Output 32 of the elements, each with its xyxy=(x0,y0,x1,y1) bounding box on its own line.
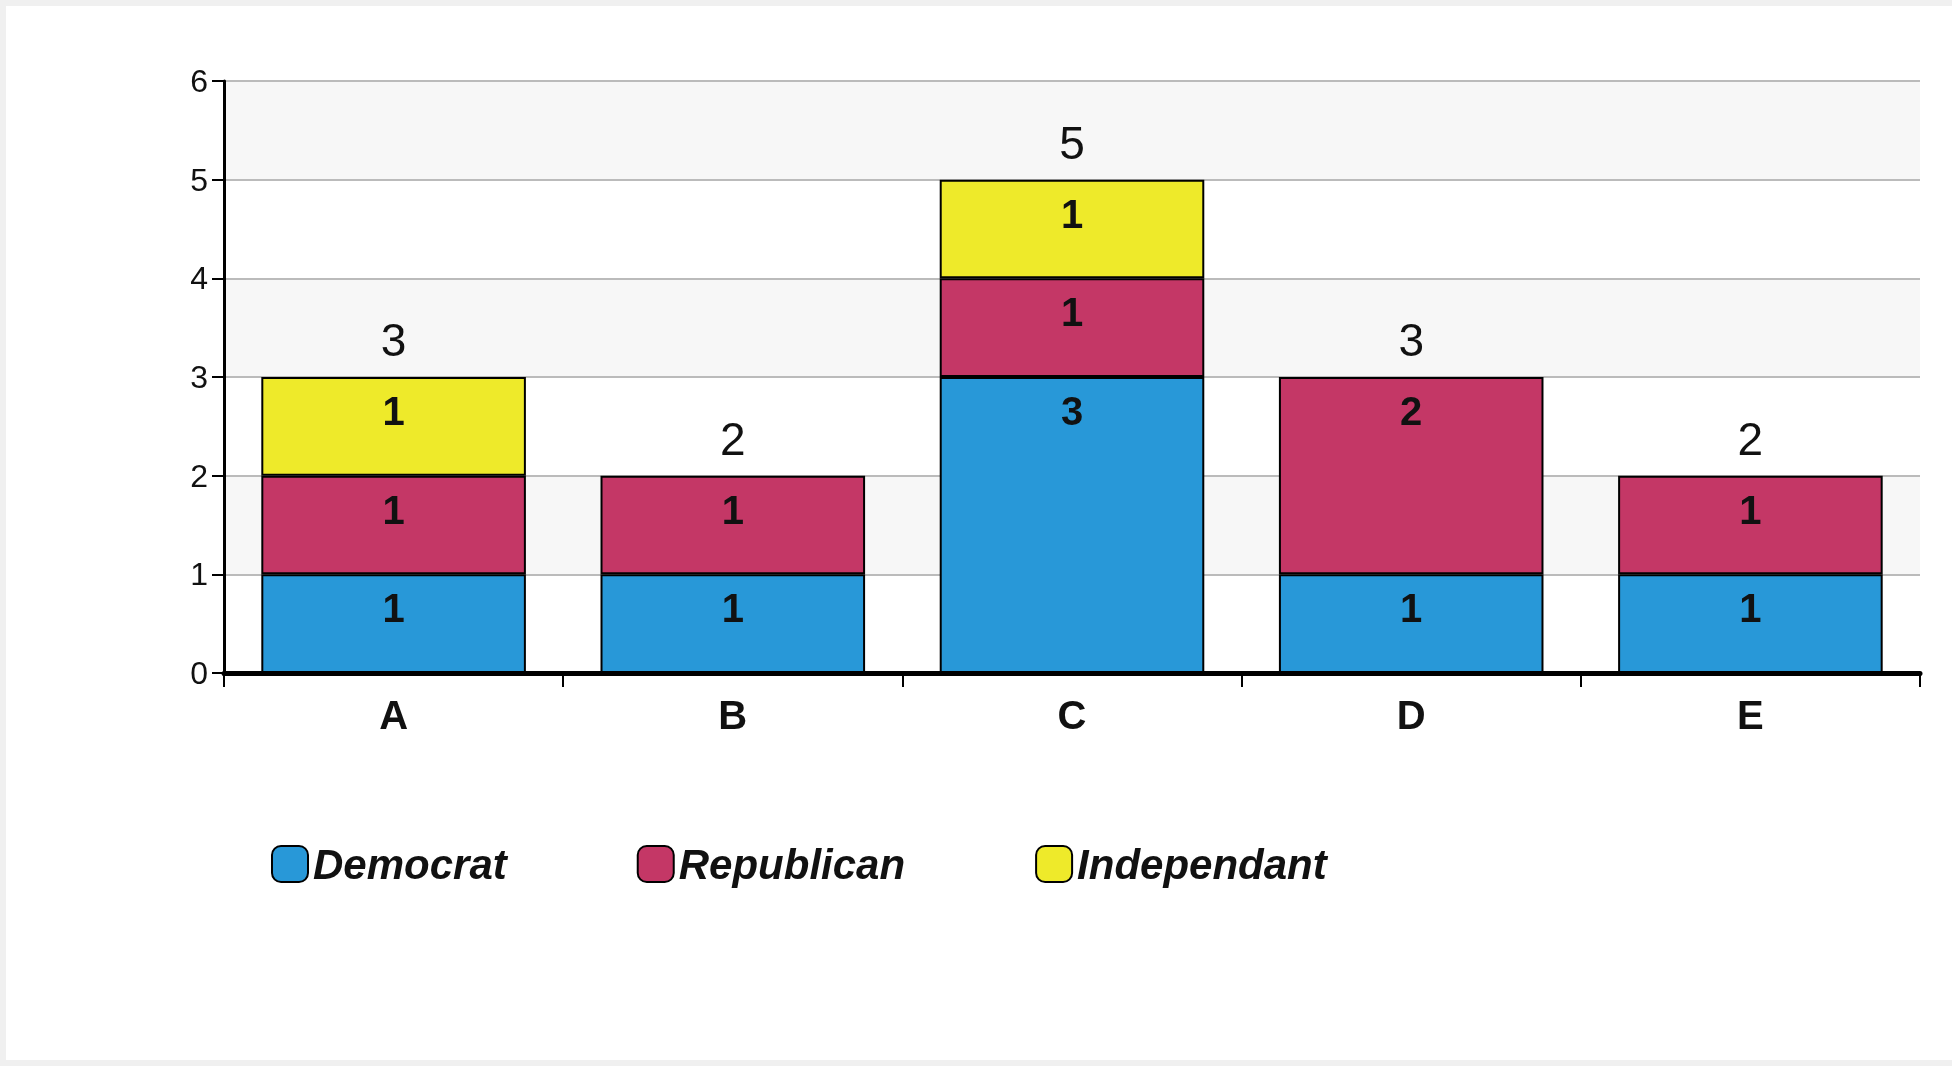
data-label: 1 xyxy=(721,586,744,631)
total-label: 3 xyxy=(380,314,407,366)
y-tick-label: 4 xyxy=(190,260,208,297)
total-label: 2 xyxy=(1737,412,1764,465)
total-label: 5 xyxy=(1059,116,1085,169)
x-tick-label: B xyxy=(718,693,748,737)
data-label: 1 xyxy=(1400,586,1423,631)
y-tick-label: 3 xyxy=(190,359,208,395)
data-label: 1 xyxy=(1060,191,1084,236)
data-label: 1 xyxy=(721,487,744,532)
y-tick-label: 2 xyxy=(190,457,208,494)
data-label: 1 xyxy=(382,389,405,433)
data-label: 3 xyxy=(1060,389,1084,433)
data-label: 1 xyxy=(1060,290,1084,335)
y-tick-label: 1 xyxy=(190,556,208,593)
y-tick-label: 6 xyxy=(190,63,208,99)
legend-label: Democrat xyxy=(313,840,509,888)
x-tick-label: E xyxy=(1737,693,1764,737)
y-tick-label: 5 xyxy=(190,161,208,198)
y-tick-label: 0 xyxy=(190,655,208,691)
total-label: 3 xyxy=(1398,314,1424,366)
x-tick-label: A xyxy=(379,693,409,737)
data-label: 1 xyxy=(1739,487,1762,532)
legend-label: Independant xyxy=(1077,840,1329,888)
total-label: 2 xyxy=(720,412,746,465)
data-label: 2 xyxy=(1400,389,1423,433)
legend-label: Republican xyxy=(678,840,906,888)
data-label: 1 xyxy=(382,586,405,631)
data-label: 1 xyxy=(1739,586,1762,631)
data-label: 1 xyxy=(382,487,405,532)
x-tick-label: C xyxy=(1057,693,1087,737)
x-tick-label: D xyxy=(1396,693,1426,737)
